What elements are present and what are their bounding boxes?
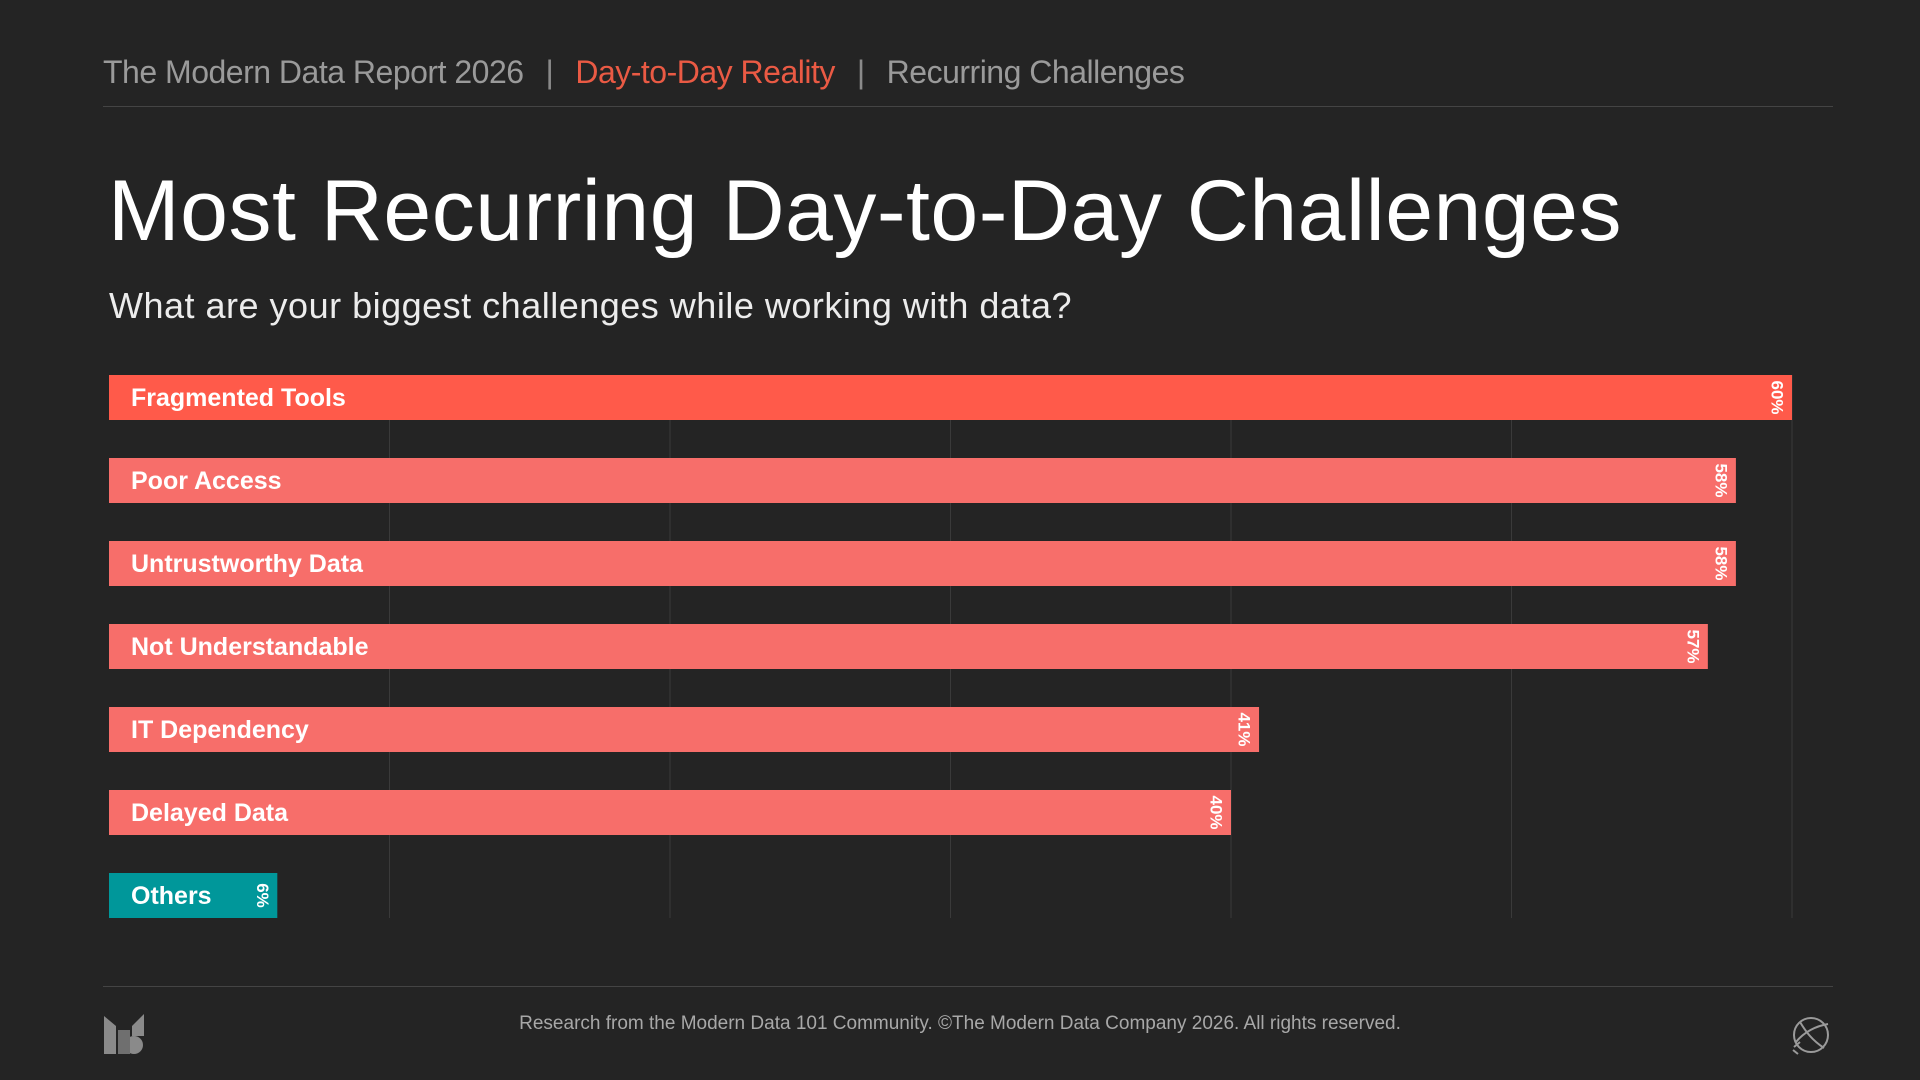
bar-value-label: 57%	[1683, 629, 1702, 663]
bar-label: Not Understandable	[131, 633, 369, 661]
breadcrumb-report[interactable]: The Modern Data Report 2026	[103, 54, 524, 90]
brand-logo-icon[interactable]	[104, 1014, 144, 1054]
bar-it-dependency[interactable]	[109, 707, 1260, 752]
header-divider	[103, 106, 1833, 107]
bar-others[interactable]	[109, 873, 278, 918]
bar-poor-access[interactable]	[109, 458, 1736, 503]
bar-label: Delayed Data	[131, 799, 289, 827]
bar-fragmented-tools[interactable]	[109, 375, 1792, 420]
bar-value-label: 40%	[1207, 795, 1226, 829]
bar-value-label: 60%	[1768, 380, 1787, 414]
page-subtitle: What are your biggest challenges while w…	[109, 285, 1073, 326]
footer-copyright: Research from the Modern Data 101 Commun…	[519, 1013, 1401, 1034]
bar-delayed-data[interactable]	[109, 790, 1231, 835]
bar-not-understandable[interactable]	[109, 624, 1708, 669]
bar-untrustworthy-data[interactable]	[109, 541, 1736, 586]
breadcrumb: The Modern Data Report 2026 | Day-to-Day…	[103, 54, 1185, 91]
bar-value-label: 6%	[253, 883, 272, 908]
bar-value-label: 58%	[1711, 463, 1730, 497]
bar-label: Others	[131, 882, 212, 910]
bar-value-label: 58%	[1711, 546, 1730, 580]
bar-label: Fragmented Tools	[131, 384, 346, 412]
breadcrumb-section[interactable]: Day-to-Day Reality	[575, 54, 835, 90]
bar-value-label: 41%	[1235, 712, 1254, 746]
bar-label: Poor Access	[131, 467, 282, 495]
breadcrumb-separator: |	[545, 54, 554, 90]
breadcrumb-separator: |	[856, 54, 865, 90]
bar-label: IT Dependency	[131, 716, 309, 744]
page-title: Most Recurring Day-to-Day Challenges	[108, 163, 1623, 259]
footer-divider	[103, 986, 1833, 987]
breadcrumb-page[interactable]: Recurring Challenges	[886, 54, 1185, 90]
globe-icon[interactable]	[1790, 1014, 1832, 1056]
bar-label: Untrustworthy Data	[131, 550, 364, 578]
